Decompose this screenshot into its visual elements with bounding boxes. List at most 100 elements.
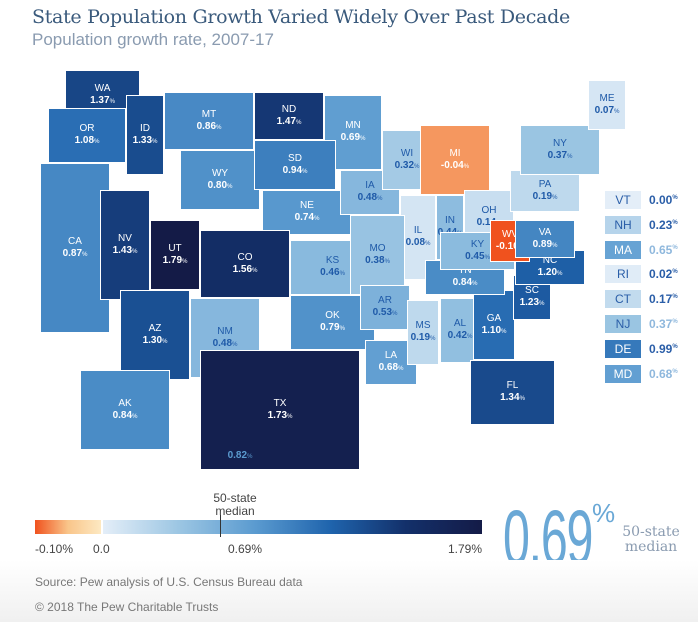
state-value: 1.30: [142, 334, 163, 346]
state-value: 0.69: [340, 132, 361, 143]
legend-row-nj[interactable]: NJ 0.37%: [605, 315, 685, 333]
state-ak[interactable]: AK 0.84%: [80, 370, 170, 450]
page-title: State Population Growth Varied Widely Ov…: [32, 6, 570, 28]
percent-sign: %: [567, 153, 573, 160]
state-abbr: MO: [369, 242, 386, 254]
state-mn[interactable]: MN 0.69%: [324, 95, 382, 170]
state-abbr: LA: [384, 350, 398, 361]
legend-row-ma[interactable]: MA 0.65%: [605, 240, 685, 259]
state-pa[interactable]: PA 0.19%: [510, 170, 580, 212]
scale-max-label: 1.79%: [448, 542, 483, 556]
value-text: 0.37: [649, 317, 673, 331]
state-nv[interactable]: NV 1.43%: [100, 190, 150, 300]
state-abbr: ME: [599, 92, 615, 104]
state-abbr: FL: [506, 380, 519, 391]
legend-state-value: 0.65%: [649, 243, 678, 257]
percent-sign: %: [384, 258, 390, 265]
state-value: 0.07: [594, 104, 615, 116]
legend-row-ri[interactable]: RI 0.02%: [605, 265, 685, 284]
percent-sign: %: [94, 139, 100, 145]
legend-row-md[interactable]: MD 0.68%: [605, 364, 685, 383]
state-ms[interactable]: MS 0.19%: [407, 300, 439, 365]
state-abbr: VA: [538, 226, 552, 238]
legend-row-nh[interactable]: NH 0.23%: [605, 215, 685, 234]
state-abbr: TX: [273, 397, 287, 409]
state-me[interactable]: ME 0.07%: [588, 80, 626, 130]
state-wy[interactable]: WY 0.80%: [180, 150, 260, 210]
value-text: 0.23: [649, 217, 673, 232]
state-or[interactable]: OR 1.08%: [48, 108, 126, 163]
percent-sign: %: [162, 338, 168, 345]
state-value: 0.86: [196, 120, 217, 132]
state-abbr: WY: [211, 167, 229, 179]
scale-median-title: 50-state median: [213, 491, 257, 518]
state-id[interactable]: ID 1.33%: [126, 95, 164, 175]
legend-state-box: RI: [605, 265, 641, 284]
legend-state-box: DE: [605, 339, 641, 358]
us-map: WA 1.37% OR 1.08% ID 1.33% MT 0.86% ND 1.47% MN 0.6…: [40, 70, 626, 470]
percent-sign: %: [672, 219, 678, 226]
state-fl[interactable]: FL 1.34%: [470, 360, 555, 425]
percent-sign: %: [557, 271, 563, 277]
state-abbr: MT: [201, 108, 217, 120]
value-text: 0.65: [649, 242, 673, 257]
scale-median-label: 0.69%: [228, 542, 263, 556]
state-value: 1.56: [232, 263, 253, 275]
state-value: 1.08: [74, 135, 95, 146]
state-ga[interactable]: GA 1.10%: [473, 290, 515, 360]
state-sd[interactable]: SD 0.94%: [254, 140, 336, 190]
percent-sign: %: [552, 242, 558, 249]
state-value: 0.79: [320, 322, 340, 333]
state-nd[interactable]: ND 1.47%: [254, 92, 324, 140]
state-abbr: AZ: [148, 322, 162, 334]
state-tx[interactable]: TX 1.73%: [200, 350, 360, 470]
percent-sign: %: [132, 413, 138, 420]
state-ut[interactable]: UT 1.79%: [150, 220, 200, 290]
state-ar[interactable]: AR 0.53%: [360, 285, 410, 330]
state-ca[interactable]: CA 0.87%: [40, 163, 110, 333]
state-mo[interactable]: MO 0.38%: [350, 215, 405, 295]
percent-sign: %: [252, 267, 258, 274]
state-co[interactable]: CO 1.56%: [200, 230, 290, 298]
state-value: 1.20: [537, 267, 558, 278]
legend-state-box: CT: [605, 290, 641, 309]
percent-sign: %: [672, 269, 678, 276]
percent-sign: %: [398, 366, 404, 372]
state-abbr: MS: [415, 320, 431, 331]
percent-sign: %: [132, 248, 138, 255]
value-text: 0.68: [649, 366, 673, 381]
state-ne[interactable]: NE 0.74%: [262, 190, 352, 235]
state-abbr: WV: [501, 228, 519, 240]
state-value: 0.53: [372, 307, 393, 318]
state-abbr: AK: [118, 397, 132, 409]
state-value: 0.32: [394, 159, 415, 171]
legend-row-ct[interactable]: CT 0.17%: [605, 290, 685, 309]
legend-row-de[interactable]: DE 0.99%: [605, 339, 685, 358]
scale-min-label: -0.10%: [35, 542, 74, 556]
percent-sign: %: [247, 453, 253, 460]
state-ny[interactable]: NY 0.37%: [520, 125, 600, 175]
state-value: 0.89: [532, 238, 553, 250]
percent-sign: %: [519, 396, 525, 402]
percent-sign: %: [377, 196, 383, 202]
state-hi[interactable]: 0.82%: [215, 445, 265, 467]
state-abbr: CA: [68, 235, 82, 247]
state-az[interactable]: AZ 1.30%: [120, 290, 190, 380]
state-value: 0.82: [227, 449, 248, 461]
state-value: 0.74: [294, 212, 315, 223]
legend-row-vt[interactable]: VT 0.00%: [605, 191, 685, 209]
state-abbr: NC: [542, 255, 558, 266]
color-scale-bar: [35, 515, 482, 537]
state-value: 1.47: [276, 115, 297, 127]
state-abbr: NE: [300, 200, 314, 211]
state-abbr: NM: [217, 325, 233, 337]
state-value: 1.10: [481, 324, 502, 336]
footer: [0, 560, 698, 622]
state-mt[interactable]: MT 0.86%: [164, 92, 254, 150]
percent-sign: %: [672, 294, 678, 301]
state-abbr: PA: [538, 178, 552, 190]
state-va[interactable]: VA 0.89%: [515, 220, 575, 258]
state-abbr: AR: [378, 295, 392, 306]
state-mi[interactable]: MI -0.04%: [420, 125, 490, 195]
legend-state-value: 0.02%: [649, 267, 678, 281]
